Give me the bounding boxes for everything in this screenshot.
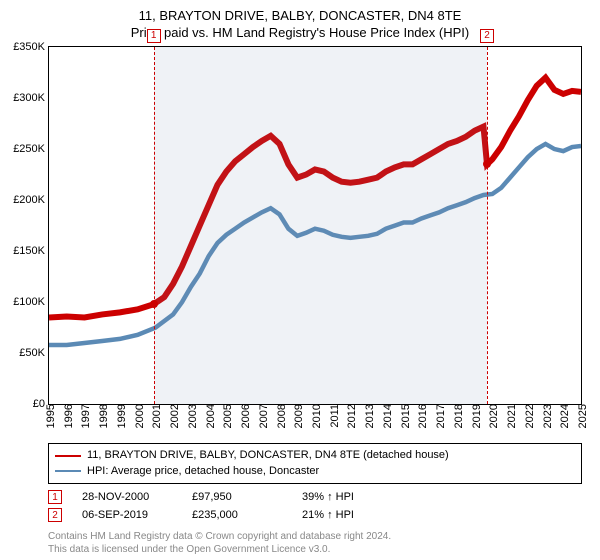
x-tick-label: 2012 (346, 404, 358, 428)
title-subtitle: Price paid vs. HM Land Registry's House … (10, 25, 590, 40)
y-tick-label: £150K (13, 245, 49, 257)
marker-box: 1 (147, 29, 161, 43)
legend-swatch-property (55, 455, 81, 457)
chart-area: £0£50K£100K£150K£200K£250K£300K£350K1995… (48, 46, 582, 441)
sale-point-dot (150, 300, 158, 308)
transactions-table: 1 28-NOV-2000 £97,950 39% ↑ HPI 2 06-SEP… (48, 490, 582, 526)
x-tick-label: 2014 (382, 404, 394, 428)
x-tick-label: 2002 (169, 404, 181, 428)
x-tick-label: 2016 (417, 404, 429, 428)
y-tick-label: £300K (13, 92, 49, 104)
legend-box: 11, BRAYTON DRIVE, BALBY, DONCASTER, DN4… (48, 443, 582, 484)
x-tick-label: 2010 (311, 404, 323, 428)
marker-box: 2 (480, 29, 494, 43)
x-tick-label: 1995 (45, 404, 57, 428)
y-tick-label: £100K (13, 296, 49, 308)
x-tick-label: 1996 (63, 404, 75, 428)
sale-point-dot (483, 160, 491, 168)
x-tick-label: 2003 (187, 404, 199, 428)
x-tick-label: 1999 (116, 404, 128, 428)
vertical-marker-line (154, 47, 155, 404)
y-tick-label: £200K (13, 194, 49, 206)
x-tick-label: 2025 (577, 404, 589, 428)
x-tick-label: 2007 (258, 404, 270, 428)
x-tick-label: 2011 (329, 404, 341, 428)
footnote-line1: Contains HM Land Registry data © Crown c… (48, 530, 590, 543)
chart-container: 11, BRAYTON DRIVE, BALBY, DONCASTER, DN4… (0, 0, 600, 560)
transaction-row: 2 06-SEP-2019 £235,000 21% ↑ HPI (48, 508, 582, 522)
transaction-date: 06-SEP-2019 (82, 509, 172, 521)
legend-label-property: 11, BRAYTON DRIVE, BALBY, DONCASTER, DN4… (87, 448, 449, 463)
x-tick-label: 2020 (488, 404, 500, 428)
plot-region: £0£50K£100K£150K£200K£250K£300K£350K1995… (48, 46, 582, 405)
x-tick-label: 1997 (80, 404, 92, 428)
x-tick-label: 2017 (435, 404, 447, 428)
transaction-marker: 1 (48, 490, 62, 504)
transaction-marker: 2 (48, 508, 62, 522)
x-tick-label: 1998 (98, 404, 110, 428)
y-tick-label: £250K (13, 143, 49, 155)
transaction-pct: 39% ↑ HPI (302, 491, 392, 503)
x-tick-label: 2004 (205, 404, 217, 428)
vertical-marker-line (487, 47, 488, 404)
shade-region (154, 47, 487, 404)
x-tick-label: 2022 (524, 404, 536, 428)
x-tick-label: 2006 (240, 404, 252, 428)
legend-swatch-hpi (55, 470, 81, 472)
x-tick-label: 2021 (506, 404, 518, 428)
y-tick-label: £50K (19, 347, 49, 359)
x-tick-label: 2015 (400, 404, 412, 428)
transaction-price: £97,950 (192, 491, 282, 503)
x-tick-label: 2005 (222, 404, 234, 428)
title-block: 11, BRAYTON DRIVE, BALBY, DONCASTER, DN4… (10, 8, 590, 40)
x-tick-label: 2000 (134, 404, 146, 428)
x-tick-label: 2024 (559, 404, 571, 428)
footnote: Contains HM Land Registry data © Crown c… (48, 530, 590, 556)
legend-item-hpi: HPI: Average price, detached house, Donc… (55, 464, 575, 479)
legend-item-property: 11, BRAYTON DRIVE, BALBY, DONCASTER, DN4… (55, 448, 575, 463)
x-tick-label: 2013 (364, 404, 376, 428)
footnote-line2: This data is licensed under the Open Gov… (48, 543, 590, 556)
x-tick-label: 2001 (151, 404, 163, 428)
transaction-row: 1 28-NOV-2000 £97,950 39% ↑ HPI (48, 490, 582, 504)
x-tick-label: 2009 (293, 404, 305, 428)
y-tick-label: £350K (13, 41, 49, 53)
legend-label-hpi: HPI: Average price, detached house, Donc… (87, 464, 319, 479)
x-tick-label: 2023 (542, 404, 554, 428)
x-tick-label: 2008 (276, 404, 288, 428)
transaction-price: £235,000 (192, 509, 282, 521)
transaction-date: 28-NOV-2000 (82, 491, 172, 503)
x-tick-label: 2018 (453, 404, 465, 428)
transaction-pct: 21% ↑ HPI (302, 509, 392, 521)
x-tick-label: 2019 (471, 404, 483, 428)
title-address: 11, BRAYTON DRIVE, BALBY, DONCASTER, DN4… (10, 8, 590, 23)
